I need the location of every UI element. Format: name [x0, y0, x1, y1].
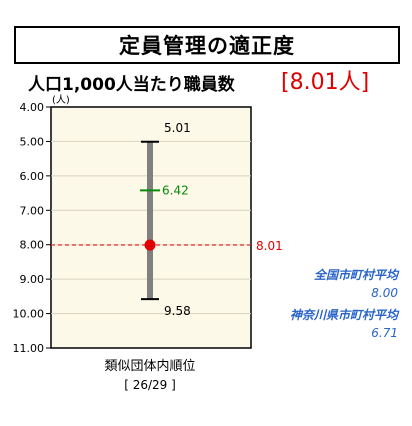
legend-national-value: 8.00: [371, 286, 398, 300]
y-tick-label: 11.00: [13, 342, 45, 355]
range-top-label: 5.01: [164, 121, 191, 135]
y-tick-label: 6.00: [20, 170, 45, 183]
current-point: [144, 239, 156, 251]
chart-subtitle: 人口1,000人当たり職員数: [28, 75, 235, 95]
range-bottom-label: 9.58: [164, 304, 191, 318]
legend-prefecture-value: 6.71: [371, 326, 398, 340]
x-axis-label: 類似団体内順位: [104, 358, 195, 374]
chart-title: 定員管理の適正度: [14, 26, 400, 64]
legend-national-label: 全国市町村平均: [313, 268, 398, 282]
y-tick-label: 4.00: [20, 101, 45, 114]
legend-national: 全国市町村平均 8.00: [314, 266, 398, 302]
y-tick-label: 8.00: [20, 239, 45, 252]
current-label: 8.01: [256, 239, 283, 253]
current-value-display: [8.01人]: [281, 70, 370, 95]
y-tick-label: 5.00: [20, 135, 45, 148]
unit-label: (人): [52, 94, 70, 106]
average-label: 6.42: [162, 183, 189, 197]
y-tick-label: 10.00: [13, 308, 45, 321]
legend-prefecture-label: 神奈川県市町村平均: [289, 308, 398, 322]
legend-prefecture: 神奈川県市町村平均 6.71: [290, 306, 398, 342]
y-tick-label: 7.00: [20, 204, 45, 217]
y-tick-label: 9.00: [20, 273, 45, 286]
rank-label: [ 26/29 ]: [124, 378, 176, 392]
